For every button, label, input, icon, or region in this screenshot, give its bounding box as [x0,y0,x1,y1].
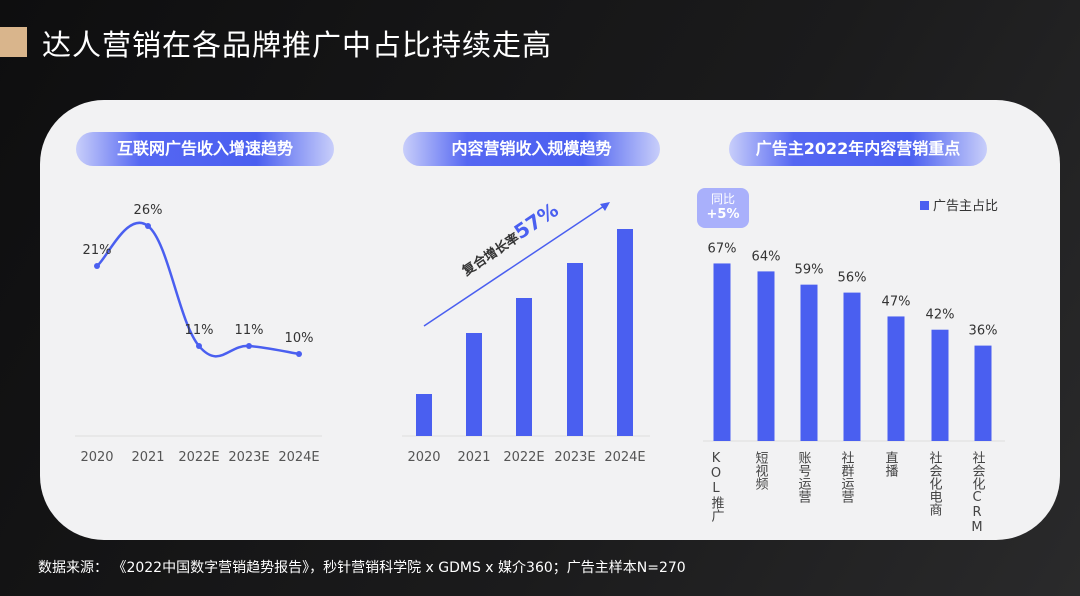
data-label: 21% [83,243,112,258]
page-title: 达人营销在各品牌推广中占比持续走高 [42,28,553,62]
data-label: 11% [235,323,264,338]
chart1-title: 互联网广告收入增速趋势 [76,132,334,166]
bar [757,271,775,441]
x-tick-label: 账号运营 [796,451,812,503]
bar [516,298,532,436]
x-tick-label: 2023E [228,450,269,465]
data-label: 42% [926,308,955,323]
bar [931,329,949,441]
data-label: 36% [969,324,998,339]
data-label: 64% [752,249,781,264]
data-point [246,343,252,349]
x-tick-label: 短视频 [753,451,769,490]
data-point [94,263,100,269]
data-point [196,343,202,349]
x-tick-label: KOL推广 [709,451,725,523]
data-label: 26% [134,203,163,218]
bar [974,345,992,441]
x-tick-label: 2021 [131,450,164,465]
x-tick-label: 直播 [883,451,899,477]
data-label: 56% [838,271,867,286]
data-point [145,223,151,229]
x-tick-label: 社会化CRM [970,450,986,535]
x-tick-label: 2022E [503,450,544,465]
bar [466,333,482,436]
x-tick-label: 2022E [178,450,219,465]
bar [843,292,861,441]
data-label: 10% [285,331,314,346]
data-label: 11% [185,323,214,338]
cagr-label: 复合增长率 [459,230,523,280]
x-tick-label: 社群运营 [839,450,855,503]
yoy-label: 同比 [710,192,735,206]
x-tick-label: 2024E [278,450,319,465]
x-tick-label: 社会化电商 [927,450,943,516]
x-tick-label: 2020 [407,450,440,465]
bar [713,263,731,441]
x-tick-label: 2023E [554,450,595,465]
legend-swatch [920,201,929,210]
chart3-title: 广告主2022年内容营销重点 [729,132,987,166]
title-accent [0,27,27,57]
bar [416,394,432,436]
data-point [296,351,302,357]
arrow-head [600,202,610,211]
legend-label: 广告主占比 [933,199,999,214]
data-label: 59% [795,263,824,278]
data-label: 67% [708,241,737,256]
bar [617,229,633,436]
line-series [96,221,300,358]
source-note: 数据来源： 《2022中国数字营销趋势报告》，秒针营销科学院 x GDMS x … [38,560,686,576]
data-label: 47% [882,294,911,309]
yoy-badge: 同比 +5% [697,188,749,228]
x-tick-label: 2020 [80,450,113,465]
bar [887,316,905,441]
bar [800,284,818,441]
x-tick-label: 2021 [457,450,490,465]
legend: 广告主占比 [920,195,998,214]
cagr-value: 57% [510,198,563,245]
yoy-value: +5% [706,207,740,222]
x-tick-label: 2024E [604,450,645,465]
cagr-annotation: 复合增长率57% [455,198,563,281]
bar [567,263,583,436]
growth-arrow [423,205,605,327]
chart2-title: 内容营销收入规模趋势 [403,132,660,166]
